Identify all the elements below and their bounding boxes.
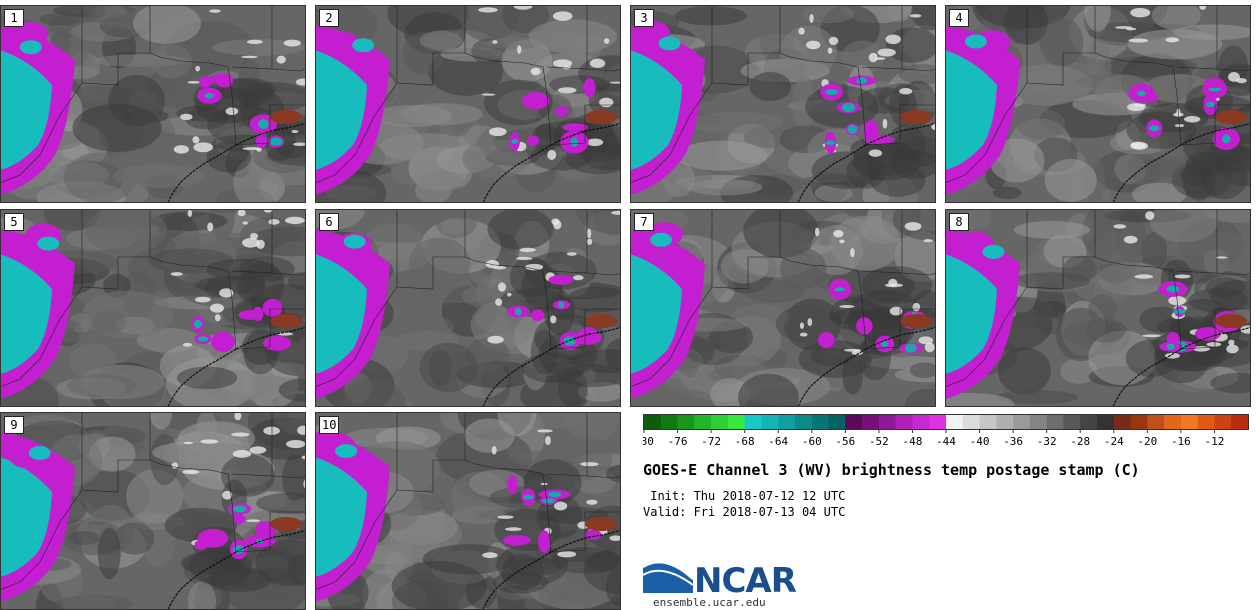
ncar-logo-icon [643, 560, 693, 593]
colorbar-tick-label: -28 [1070, 435, 1090, 448]
chart-title: GOES-E Channel 3 (WV) brightness temp po… [643, 461, 1140, 479]
colorbar-bin [1013, 415, 1031, 429]
panel-number: 1 [4, 9, 24, 27]
colorbar-bin [1063, 415, 1081, 429]
colorbar-bin [1046, 415, 1064, 429]
colorbar-bin [778, 415, 796, 429]
colorbar-bin [744, 415, 762, 429]
colorbar-bin [1029, 415, 1047, 429]
colorbar-bin [644, 415, 662, 429]
map-field [630, 5, 936, 203]
panel-number: 2 [319, 9, 339, 27]
valid-time: Valid: Fri 2018-07-13 04 UTC [643, 505, 846, 519]
map-panel: 7 [630, 209, 936, 407]
panel-number: 9 [4, 416, 24, 434]
colorbar-bin [946, 415, 964, 429]
colorbar-bin [711, 415, 729, 429]
map-field [0, 209, 306, 407]
colorbar-bin [996, 415, 1014, 429]
map-panel: 2 [315, 5, 621, 203]
colorbar-tick-label: -76 [668, 435, 688, 448]
panel-number: 6 [319, 213, 339, 231]
map-field [945, 5, 1251, 203]
map-panel: 10 [315, 412, 621, 610]
colorbar-tick-label: -44 [936, 435, 956, 448]
colorbar-tick-label: -56 [835, 435, 855, 448]
ncar-logo-text: NCAR [694, 561, 797, 601]
map-panel: 6 [315, 209, 621, 407]
colorbar-bin [962, 415, 980, 429]
colorbar-tick-label: -80 [643, 435, 654, 448]
map-panel: 9 [0, 412, 306, 610]
colorbar-tick-label: -20 [1137, 435, 1157, 448]
colorbar-bin [828, 415, 846, 429]
panel-number: 7 [634, 213, 654, 231]
colorbar-bin [845, 415, 863, 429]
map-field [0, 412, 306, 610]
colorbar-bin [1214, 415, 1232, 429]
colorbar-tick-label: -72 [701, 435, 721, 448]
map-field [630, 209, 936, 407]
colorbar-bin [727, 415, 745, 429]
colorbar-bin [1080, 415, 1098, 429]
colorbar-bin [1113, 415, 1131, 429]
colorbar-bin [761, 415, 779, 429]
panel-number: 4 [949, 9, 969, 27]
map-panel: 8 [945, 209, 1251, 407]
colorbar: -80-76-72-68-64-60-56-52-48-44-40-36-32-… [643, 414, 1249, 448]
colorbar-bin [929, 415, 947, 429]
map-field [315, 412, 621, 610]
map-panel: 5 [0, 209, 306, 407]
colorbar-bin [811, 415, 829, 429]
colorbar-bin [1147, 415, 1165, 429]
colorbar-tick-label: -32 [1037, 435, 1057, 448]
colorbar-bin [1180, 415, 1198, 429]
colorbar-bin [1164, 415, 1182, 429]
colorbar-bin [895, 415, 913, 429]
map-panel: 3 [630, 5, 936, 203]
colorbar-bin [862, 415, 880, 429]
colorbar-tick-label: -36 [1003, 435, 1023, 448]
site-url[interactable]: ensemble.ucar.edu [653, 596, 766, 609]
colorbar-tick-label: -16 [1171, 435, 1191, 448]
map-field [315, 5, 621, 203]
colorbar-bin [795, 415, 813, 429]
colorbar-bin [677, 415, 695, 429]
map-field [945, 209, 1251, 407]
colorbar-tick-label: -52 [869, 435, 889, 448]
panel-number: 10 [319, 416, 340, 434]
colorbar-bin [912, 415, 930, 429]
panel-number: 8 [949, 213, 969, 231]
colorbar-tick-label: -68 [735, 435, 755, 448]
map-field [315, 209, 621, 407]
panel-number: 3 [634, 9, 654, 27]
map-field [0, 5, 306, 203]
colorbar-bin [1130, 415, 1148, 429]
colorbar-bin [979, 415, 997, 429]
colorbar-bin [660, 415, 678, 429]
colorbar-tick-label: -60 [802, 435, 822, 448]
colorbar-tick-label: -48 [903, 435, 923, 448]
panel-number: 5 [4, 213, 24, 231]
colorbar-bin [878, 415, 896, 429]
colorbar-tick-label: -24 [1104, 435, 1124, 448]
colorbar-tick-label: -64 [768, 435, 788, 448]
map-panel: 1 [0, 5, 306, 203]
colorbar-tick-label: -12 [1205, 435, 1225, 448]
colorbar-bin [1231, 415, 1249, 429]
map-panel: 4 [945, 5, 1251, 203]
colorbar-bin [1097, 415, 1115, 429]
init-time: Init: Thu 2018-07-12 12 UTC [643, 489, 846, 503]
colorbar-bin [1197, 415, 1215, 429]
colorbar-tick-label: -40 [970, 435, 990, 448]
colorbar-bin [694, 415, 712, 429]
